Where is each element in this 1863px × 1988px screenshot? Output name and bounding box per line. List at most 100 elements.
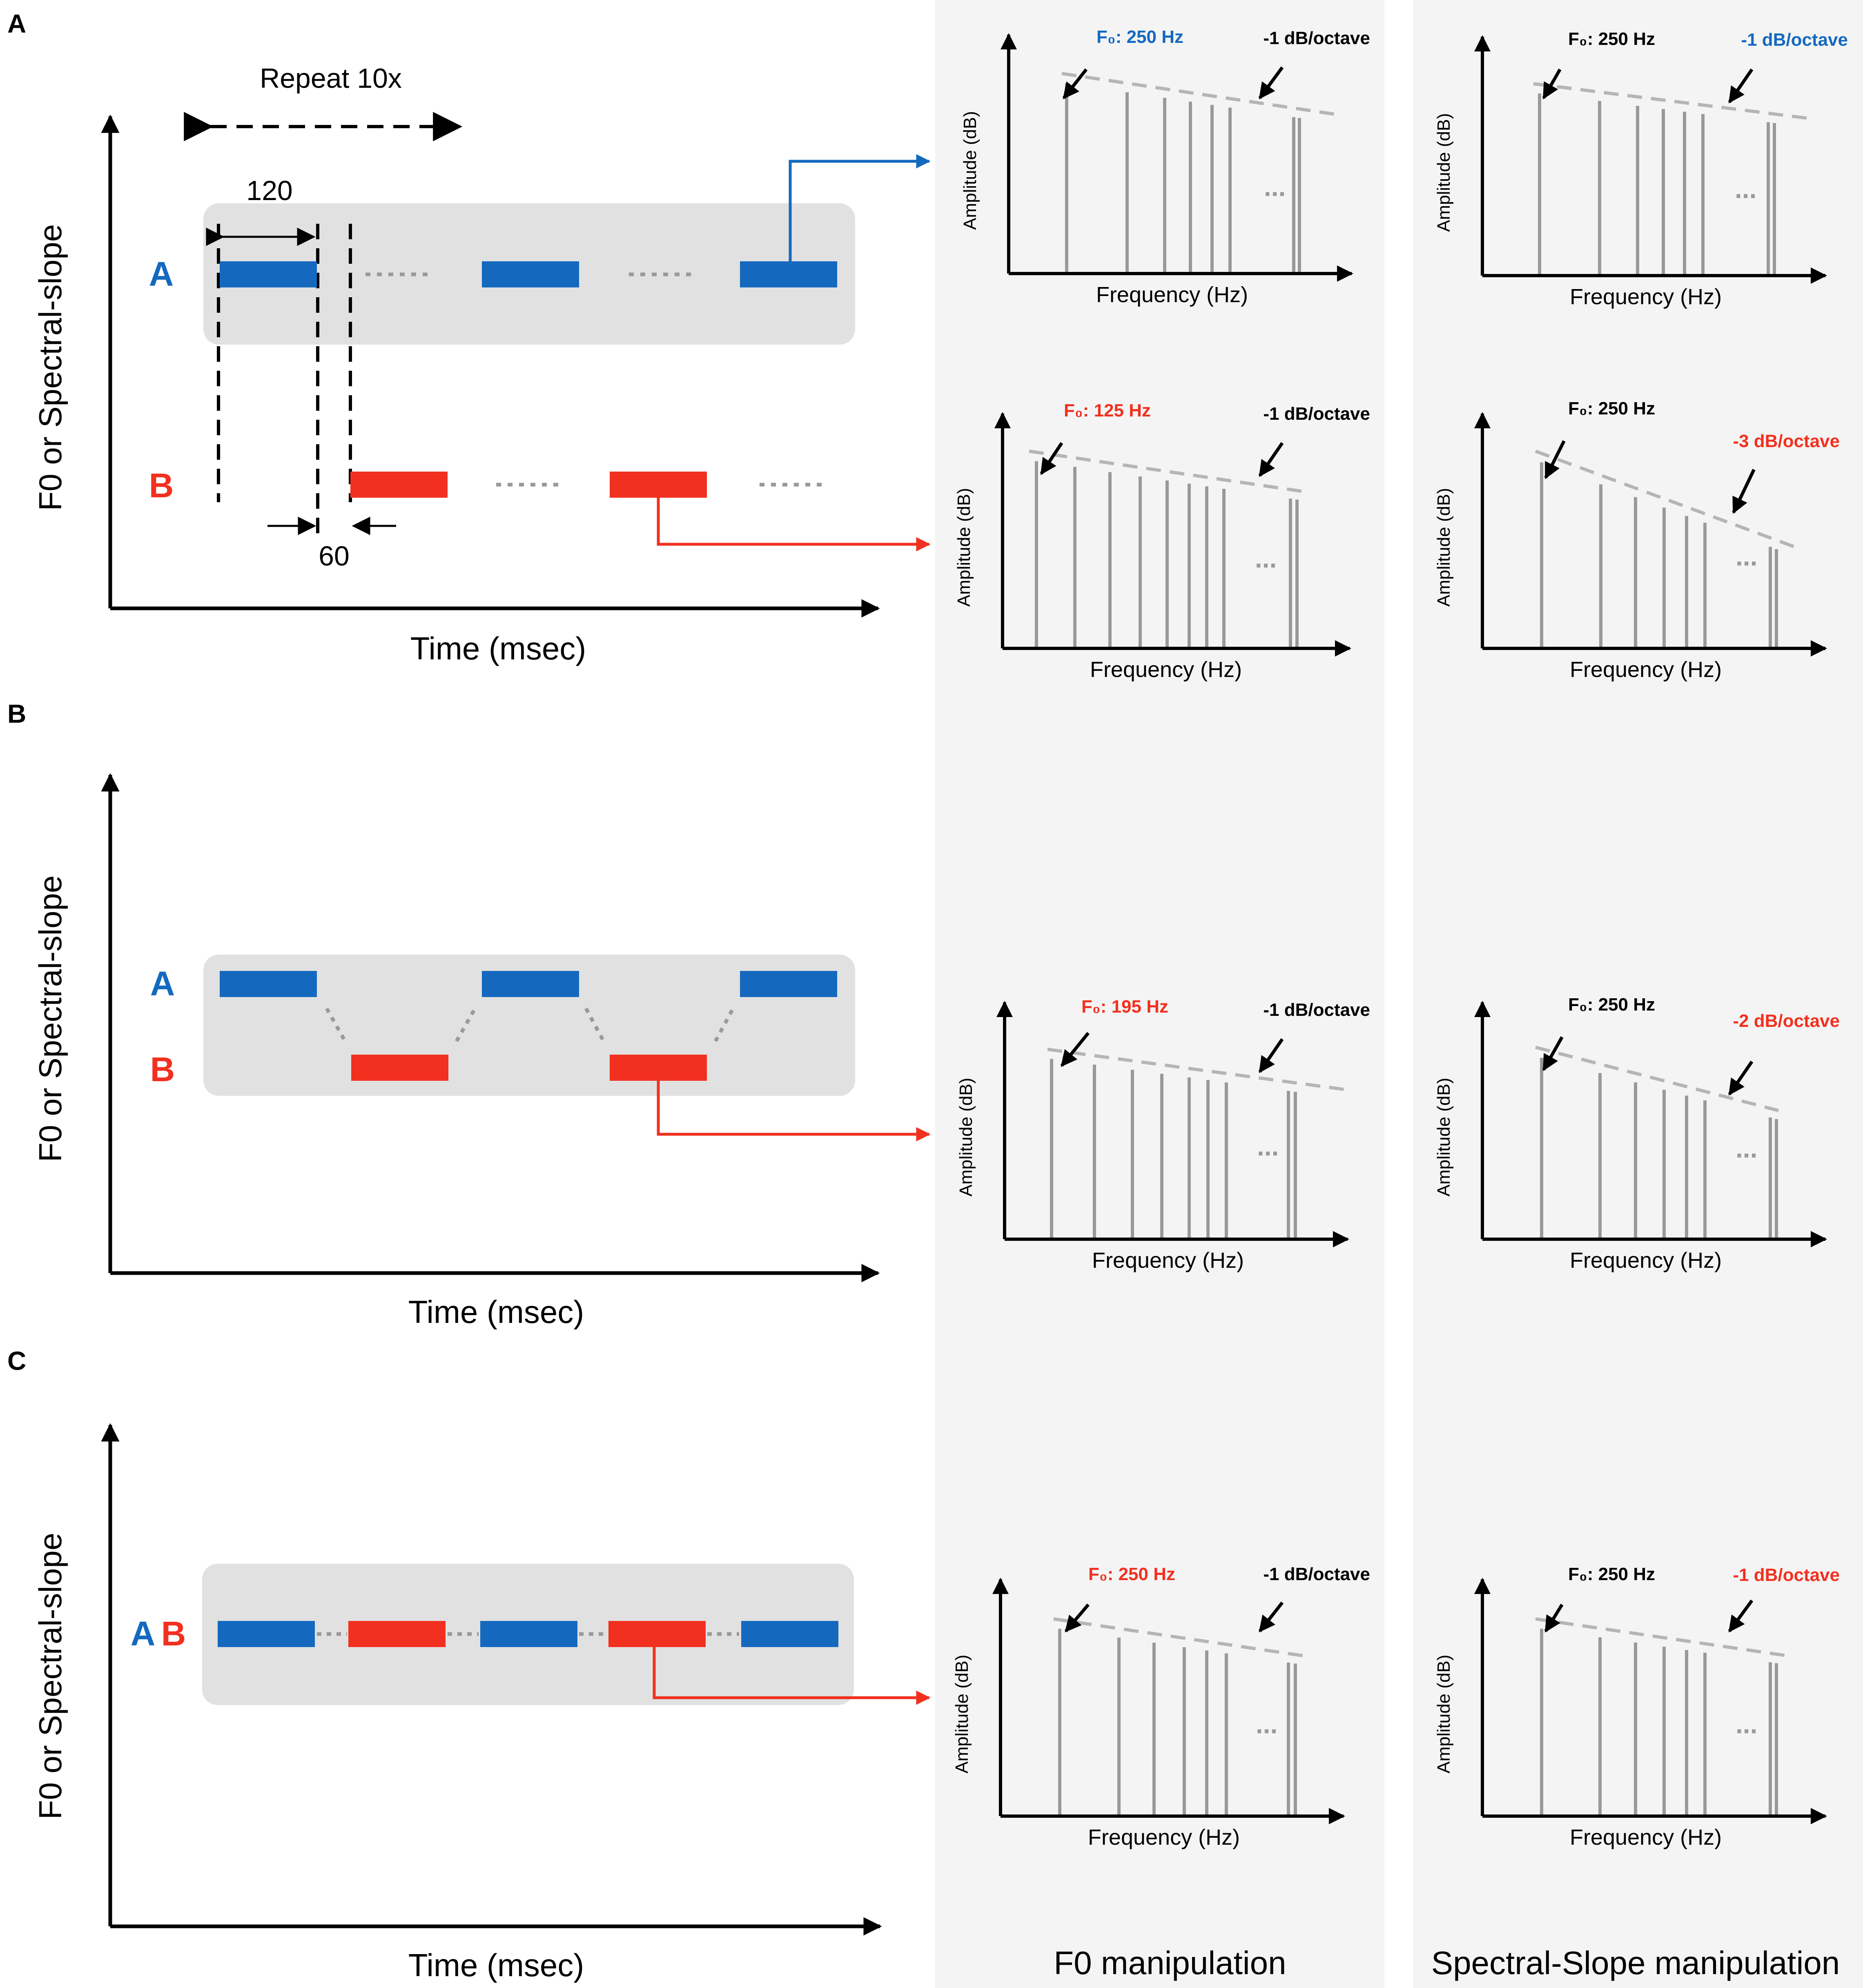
slope-column-background	[1413, 0, 1863, 1988]
slope-label: -2 dB/octave	[1733, 1011, 1840, 1031]
f0-pointer-arrow	[1544, 440, 1566, 479]
f0-label: F₀: 250 Hz	[1568, 398, 1655, 419]
slope-label: -3 dB/octave	[1733, 431, 1840, 451]
frequency-axis-label: Frequency (Hz)	[1096, 283, 1248, 307]
tone-a	[482, 261, 579, 287]
y-axis-label: F0 or Spectral-slope	[32, 224, 68, 511]
y-axis-label: F0 or Spectral-slope	[32, 875, 68, 1162]
f0-pointer-arrow	[1064, 1603, 1090, 1633]
frequency-axis-label: Frequency (Hz)	[1092, 1248, 1244, 1273]
spectrum-c-f0: ... Amplitude (dB) Frequency (Hz) F₀: 250 H…	[952, 1564, 1370, 1850]
ellipsis: ...	[1736, 1710, 1757, 1739]
f0-pointer-arrow	[1542, 69, 1562, 100]
stream-a-label: A	[150, 964, 175, 1003]
slope-label: -1 dB/octave	[1263, 1000, 1370, 1020]
ellipsis: ...	[1256, 1710, 1277, 1739]
ellipsis: ...	[1257, 1132, 1279, 1161]
f0-pointer-arrow	[1040, 442, 1063, 475]
tone-a	[741, 1621, 838, 1647]
stream-b-label: B	[161, 1614, 186, 1653]
ellipsis: ...	[1736, 542, 1757, 571]
duration-label: 120	[246, 175, 292, 206]
tone-b	[348, 1621, 446, 1647]
dots	[325, 1007, 347, 1042]
f0-pointer-arrow	[1544, 1603, 1564, 1633]
spectrum-a-slope-1: ... Amplitude (dB) Frequency (Hz) F₀: 250 H…	[1434, 29, 1848, 309]
slope-pointer-arrow	[1258, 1038, 1284, 1073]
amplitude-axis-label: Amplitude (dB)	[960, 111, 980, 230]
ellipsis: ...	[1255, 544, 1277, 573]
tone-a	[482, 971, 579, 997]
slope-label: -1 dB/octave	[1263, 1564, 1370, 1584]
spectrum-a-f0-2: ... Amplitude (dB) Frequency (Hz) F₀: 125 H…	[954, 401, 1370, 682]
slope-pointer-arrow	[1728, 1599, 1754, 1633]
amplitude-axis-label: Amplitude (dB)	[952, 1654, 972, 1773]
f0-label: F₀: 125 Hz	[1064, 401, 1151, 421]
frequency-axis-label: Frequency (Hz)	[1088, 1825, 1240, 1850]
frequency-axis-label: Frequency (Hz)	[1570, 1248, 1722, 1273]
amplitude-axis-label: Amplitude (dB)	[954, 488, 974, 607]
ellipsis: ...	[1735, 174, 1756, 204]
tone-a	[220, 971, 317, 997]
tone-a	[220, 261, 317, 287]
repeat-label: Repeat 10x	[260, 63, 402, 94]
f0-label: F₀: 250 Hz	[1568, 995, 1655, 1015]
amplitude-axis-label: Amplitude (dB)	[1434, 1654, 1454, 1773]
tone-a	[740, 261, 837, 287]
spectrum-b-f0: ... Amplitude (dB) Frequency (Hz) F₀: 195 H…	[956, 997, 1370, 1273]
ellipsis: ...	[1264, 172, 1286, 202]
f0-label: F₀: 250 Hz	[1568, 1564, 1655, 1584]
stream-a-label: A	[149, 255, 174, 293]
slope-label: -1 dB/octave	[1733, 1565, 1840, 1585]
x-axis-label: Time (msec)	[410, 630, 586, 666]
stream-b-label: B	[149, 466, 174, 505]
amplitude-axis-label: Amplitude (dB)	[1434, 113, 1454, 232]
panel-letter-b: B	[7, 699, 26, 728]
slope-pointer-arrow	[1258, 1601, 1284, 1633]
ellipsis: ...	[1736, 1134, 1757, 1163]
f0-pointer-arrow	[1542, 1036, 1564, 1071]
spectral-envelope	[1535, 1046, 1779, 1112]
tone-b	[608, 1621, 706, 1647]
connector-b	[657, 1081, 931, 1142]
spectrum-c-slope: ... Amplitude (dB) Frequency (Hz) F₀: 250 H…	[1434, 1564, 1840, 1850]
spectral-envelope	[1053, 1617, 1303, 1657]
tone-b	[610, 472, 707, 498]
connector-b	[657, 498, 931, 552]
slope-pointer-arrow	[1258, 442, 1284, 477]
slope-pointer-arrow	[1728, 68, 1754, 104]
tone-b	[610, 1055, 707, 1081]
panel-letter-a: A	[7, 9, 26, 38]
amplitude-axis-label: Amplitude (dB)	[956, 1077, 976, 1196]
connector-a	[789, 154, 931, 261]
slope-pointer-arrow	[1732, 469, 1756, 514]
slope-label: -1 dB/octave	[1741, 30, 1848, 50]
stream-a-label: A	[131, 1614, 156, 1653]
f0-pointer-arrow	[1060, 1032, 1090, 1067]
slope-label: -1 dB/octave	[1263, 28, 1370, 48]
gap-label: 60	[319, 541, 350, 572]
f0-pointer-arrow	[1062, 68, 1088, 100]
x-axis-label: Time (msec)	[408, 1947, 584, 1983]
spectra: ... Amplitude (dB) Frequency (Hz) F₀: 250 H…	[952, 27, 1848, 1850]
frequency-axis-label: Frequency (Hz)	[1570, 657, 1722, 682]
frequency-axis-label: Frequency (Hz)	[1090, 657, 1242, 682]
x-axis-label: Time (msec)	[408, 1294, 584, 1330]
connector-b	[653, 1647, 931, 1705]
slope-pointer-arrow	[1258, 66, 1284, 100]
tone-a	[480, 1621, 577, 1647]
f0-column-title: F0 manipulation	[1054, 1945, 1286, 1981]
panel-letter-c: C	[7, 1346, 26, 1376]
slope-pointer-arrow	[1728, 1060, 1754, 1096]
dots	[584, 1007, 605, 1042]
spectrum-a-slope-2: ... Amplitude (dB) Frequency (Hz) F₀: 250 H…	[1434, 398, 1840, 682]
f0-label: F₀: 250 Hz	[1568, 29, 1655, 49]
panel-b: B F0 or Spectral-slope Time (msec) A B	[7, 699, 931, 1330]
panel-c: C F0 or Spectral-slope Time (msec) A B	[7, 1346, 931, 1983]
f0-label: F₀: 195 Hz	[1081, 997, 1168, 1017]
spectrum-a-f0-1: ... Amplitude (dB) Frequency (Hz) F₀: 250 H…	[960, 27, 1370, 307]
dots	[455, 1007, 477, 1042]
f0-label: F₀: 250 Hz	[1096, 27, 1183, 47]
tone-a	[740, 971, 837, 997]
stream-b-label: B	[150, 1050, 175, 1089]
